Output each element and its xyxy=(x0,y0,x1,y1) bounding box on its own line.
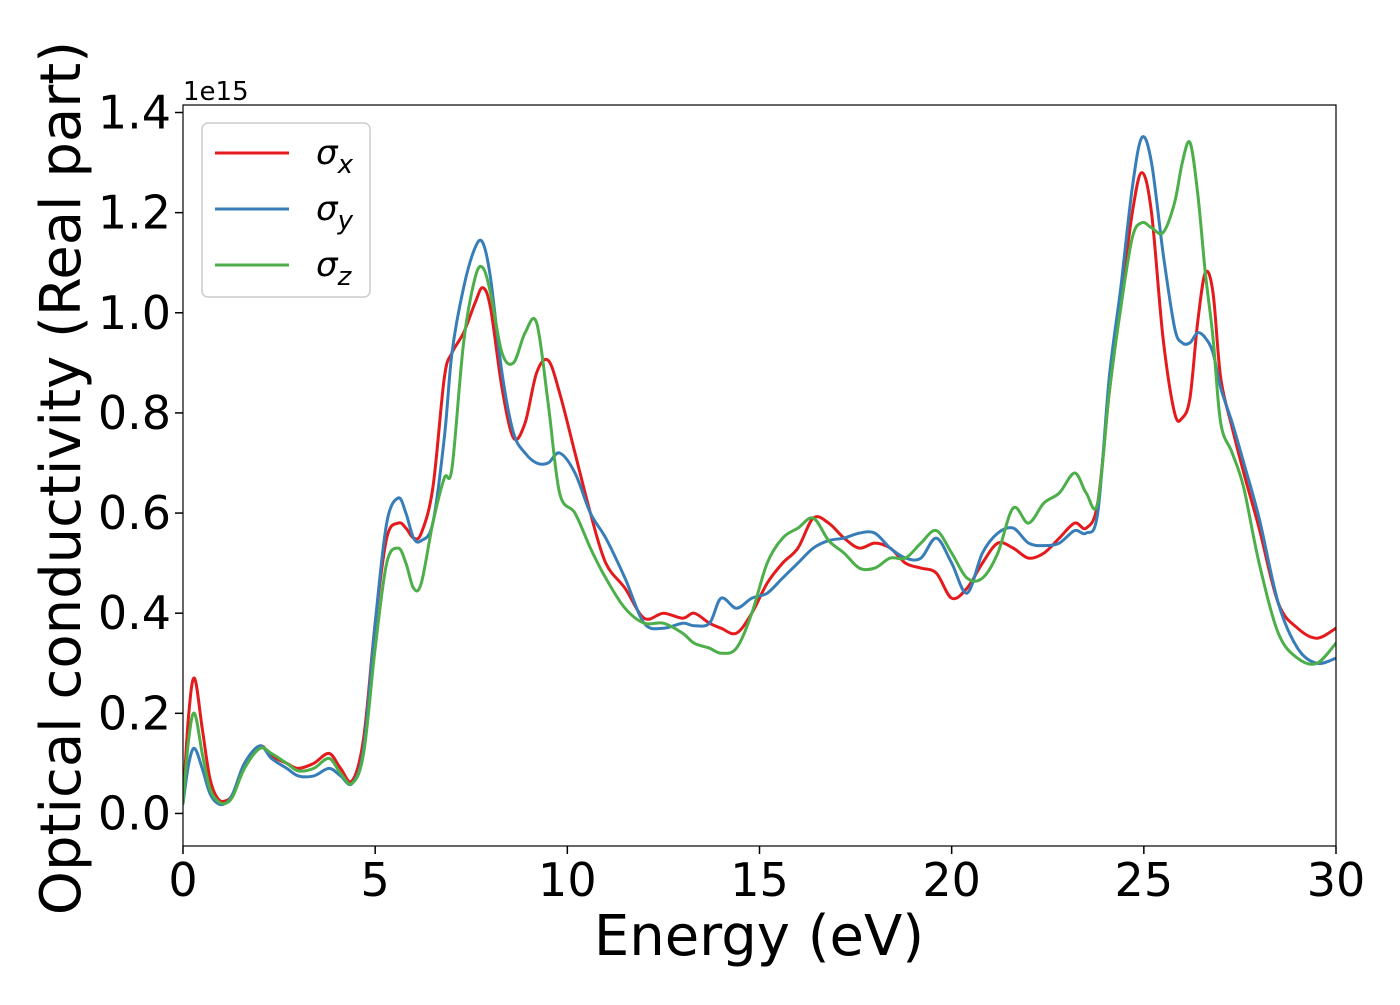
x-tick-label: 5 xyxy=(361,853,390,907)
y-axis-title: Optical conductivity (Real part) xyxy=(29,41,94,915)
y-tick-label: 0.0 xyxy=(98,786,171,840)
series-line-z xyxy=(183,140,1336,806)
y-axis-ticks: 0.0 0.2 0.4 0.6 0.8 1.0 1.2 1.4 xyxy=(98,86,183,840)
y-tick-label: 0.6 xyxy=(98,486,171,540)
x-tick-label: 15 xyxy=(730,853,789,907)
x-tick-label: 30 xyxy=(1307,853,1366,907)
x-axis-ticks: 0 5 10 15 20 25 30 xyxy=(168,846,1365,907)
x-tick-label: 20 xyxy=(922,853,981,907)
y-tick-label: 1.0 xyxy=(98,286,171,340)
y-offset-label: 1e15 xyxy=(183,77,249,107)
y-tick-label: 1.4 xyxy=(98,86,171,140)
x-tick-label: 10 xyxy=(538,853,597,907)
legend: σx σy σz xyxy=(201,122,371,298)
series-lines xyxy=(183,135,1336,807)
x-tick-label: 25 xyxy=(1115,853,1174,907)
y-tick-label: 1.2 xyxy=(98,186,171,240)
x-axis-title: Energy (eV) xyxy=(594,904,924,969)
y-tick-label: 0.8 xyxy=(98,386,171,440)
y-tick-label: 0.2 xyxy=(98,686,171,740)
plot-background xyxy=(183,105,1336,846)
x-tick-label: 0 xyxy=(168,853,197,907)
legend-label-x: σx xyxy=(316,133,354,180)
y-tick-label: 0.4 xyxy=(98,586,171,640)
legend-label-z: σz xyxy=(316,245,353,292)
legend-label-y: σy xyxy=(316,189,354,236)
plot-area xyxy=(183,105,1336,846)
